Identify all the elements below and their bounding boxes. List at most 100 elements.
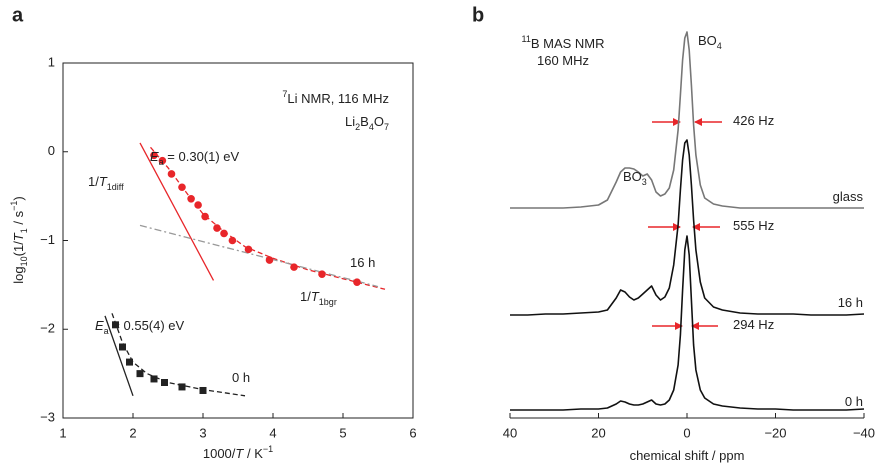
annotation-part: 1diff	[107, 182, 124, 192]
annotation: 160 MHz	[537, 53, 589, 68]
annotation-part: 7	[282, 89, 287, 99]
x-axis-label-part: 1000/	[203, 446, 236, 461]
point	[220, 229, 228, 238]
point	[318, 270, 326, 279]
x-axis-label-part: −1	[263, 444, 273, 454]
annotation-part: Li NMR, 116 MHz	[287, 91, 389, 106]
y-axis-label-part: / s	[11, 210, 26, 228]
annotation-part: 1/	[300, 289, 311, 304]
point	[187, 194, 195, 203]
point	[161, 379, 168, 386]
point	[228, 236, 237, 245]
annotation-part: Li	[345, 114, 355, 129]
x-tick-label: 2	[129, 425, 136, 440]
point	[178, 183, 186, 192]
x-tick-label: 4	[269, 425, 276, 440]
annotation-part: 16 h	[838, 295, 863, 310]
annotation-part: 1/	[88, 174, 99, 189]
x-tick-label: 5	[339, 425, 346, 440]
annotation-part: 4	[717, 41, 722, 51]
point	[178, 383, 186, 391]
annotation-part: 4	[369, 122, 374, 132]
point	[201, 212, 209, 221]
fit-line	[104, 315, 134, 397]
y-axis-label-part: 1	[19, 228, 29, 233]
annotation-part: 0 h	[232, 370, 250, 385]
x-tick-label: 20	[591, 425, 605, 440]
y-axis-label-part: 10	[19, 256, 29, 266]
point	[353, 278, 361, 287]
point	[158, 156, 167, 165]
x-axis-label-part: chemical shift / ppm	[630, 448, 745, 463]
point	[150, 151, 158, 160]
annotation-part: T	[311, 289, 320, 304]
point	[119, 343, 126, 351]
point	[126, 358, 133, 366]
x-tick-label: −20	[764, 425, 786, 440]
annotation-part: 555 Hz	[733, 218, 774, 233]
annotation-part: a	[159, 157, 164, 167]
spectrum	[510, 235, 865, 411]
point	[194, 201, 202, 209]
annotation: 0 h	[845, 394, 863, 409]
annotation: 555 Hz	[733, 218, 774, 233]
point	[213, 224, 221, 232]
y-axis-label-part: (1/	[11, 241, 26, 257]
panel-label: a	[12, 4, 24, 26]
annotation: 426 Hz	[733, 113, 774, 128]
annotation-part: 16 h	[350, 255, 375, 270]
y-tick-label: 0	[48, 143, 55, 158]
annotation: 7Li NMR, 116 MHz	[282, 89, 389, 106]
annotation-part: 294 Hz	[733, 317, 774, 332]
annotation-part: 3	[642, 177, 647, 187]
annotation-part: 7	[384, 122, 389, 132]
width-arrows	[648, 118, 722, 330]
annotation: BO4	[698, 33, 722, 51]
annotation: 294 Hz	[733, 317, 774, 332]
annotation-part: 1bgr	[319, 297, 337, 307]
x-axis-label: 1000/T / K−1	[203, 444, 273, 461]
point	[112, 321, 119, 329]
fit-line	[150, 146, 386, 290]
annotation-part: BO	[698, 33, 717, 48]
point	[265, 256, 274, 264]
annotation-part: 2	[355, 122, 360, 132]
annotation-part: T	[99, 174, 108, 189]
annotation-part: 0 h	[845, 394, 863, 409]
y-tick-label: −1	[40, 232, 55, 247]
annotation-part: = 0.30(1) eV	[164, 149, 240, 164]
x-tick-label: −40	[853, 425, 875, 440]
x-tick-label: 0	[683, 425, 690, 440]
annotation: 16 h	[350, 255, 375, 270]
annotation-part: E	[95, 318, 104, 333]
y-axis-label-part: −1	[9, 201, 19, 211]
annotation-part: BO	[623, 169, 642, 184]
annotation-part: B MAS NMR	[531, 36, 605, 51]
annotation-part: 11	[521, 34, 530, 44]
point	[167, 170, 176, 178]
point	[244, 245, 253, 254]
panel-label: b	[472, 4, 484, 26]
y-axis-label-part: T	[11, 232, 26, 241]
spectrum	[510, 31, 864, 209]
annotation-part: a	[104, 326, 109, 336]
y-tick-label: −2	[40, 321, 55, 336]
point	[150, 375, 158, 383]
x-tick-label: 40	[503, 425, 517, 440]
annotation-part: B	[360, 114, 369, 129]
annotation-part: = 0.55(4) eV	[109, 318, 185, 333]
annotation: Ea = 0.30(1) eV	[150, 149, 240, 167]
annotation-part: glass	[833, 189, 864, 204]
x-tick-label: 3	[199, 425, 206, 440]
point	[136, 370, 144, 378]
annotation: 1/T1bgr	[300, 289, 337, 307]
x-axis-label: chemical shift / ppm	[630, 448, 745, 463]
annotation-part: O	[374, 114, 384, 129]
annotation: 0 h	[232, 370, 250, 385]
y-axis-label-part: log	[11, 266, 26, 283]
annotation-part: 160 MHz	[537, 53, 589, 68]
y-axis-label-part: )	[11, 196, 26, 200]
x-axis-label-part: T	[235, 446, 244, 461]
y-axis-label: log10(1/T1 / s−1)	[9, 196, 29, 283]
